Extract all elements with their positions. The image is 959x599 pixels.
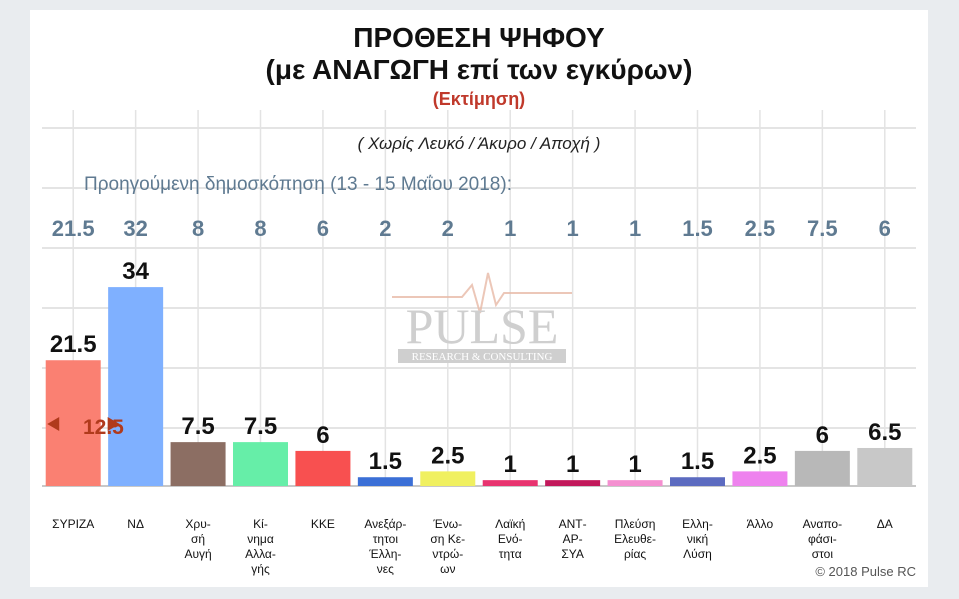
chart-subtitle: (με ΑΝΑΓΩΓΗ επί των εγκύρων) xyxy=(265,54,693,85)
previous-value-label: 7.5 xyxy=(807,216,838,241)
bar-value-label: 2.5 xyxy=(431,442,464,469)
previous-value-label: 21.5 xyxy=(52,216,95,241)
category-label: Λαϊκή xyxy=(495,517,525,531)
bar xyxy=(545,480,601,486)
previous-value-label: 2 xyxy=(442,216,454,241)
bar-value-label: 34 xyxy=(122,258,149,285)
bar-value-label: 6 xyxy=(816,422,829,449)
category-label: γής xyxy=(251,562,270,576)
difference-label: 12.5 xyxy=(83,416,124,439)
previous-value-label: 8 xyxy=(254,216,266,241)
previous-value-label: 32 xyxy=(123,216,147,241)
bar-value-label: 21.5 xyxy=(50,331,97,358)
category-label: ΑΝΤ- xyxy=(559,517,587,531)
category-label: Έλλη- xyxy=(368,547,401,561)
bar xyxy=(670,477,725,486)
category-label: Άλλο xyxy=(747,517,774,531)
bar xyxy=(732,471,788,486)
category-label: ΝΔ xyxy=(127,517,144,531)
category-label: Ανεξάρ- xyxy=(364,517,406,531)
bar xyxy=(420,471,476,486)
previous-value-label: 2 xyxy=(379,216,391,241)
category-label: Πλεύση xyxy=(615,517,656,531)
category-label: Χρυ- xyxy=(185,517,210,531)
bar xyxy=(607,480,663,486)
bar xyxy=(482,480,538,486)
bar-value-label: 1 xyxy=(504,451,517,478)
category-label: ση Κε- xyxy=(430,532,465,546)
bar xyxy=(794,450,850,486)
category-label: ΑΡ- xyxy=(563,532,583,546)
category-label: νική xyxy=(687,532,708,546)
category-label: φάσι- xyxy=(808,532,837,546)
category-label: νημα xyxy=(247,532,274,546)
category-label: Αυγή xyxy=(184,547,211,561)
bar xyxy=(233,442,288,486)
previous-value-label: 1 xyxy=(629,216,641,241)
previous-value-label: 1 xyxy=(567,216,579,241)
estimate-label: (Εκτίμηση) xyxy=(432,89,526,109)
category-label: σή xyxy=(191,532,205,546)
bar-value-label: 7.5 xyxy=(181,413,214,440)
category-label: ΣΥΑ xyxy=(561,547,584,561)
previous-value-label: 6 xyxy=(879,216,891,241)
category-label: τητοι xyxy=(373,532,399,546)
bar xyxy=(295,450,351,486)
previous-value-label: 1 xyxy=(504,216,516,241)
category-label: Κί- xyxy=(253,517,268,531)
logo-sub-text: RESEARCH & CONSULTING xyxy=(412,351,553,363)
bar-value-label: 6 xyxy=(316,422,329,449)
bar xyxy=(170,442,226,486)
category-label: Ενό- xyxy=(498,532,523,546)
category-label: Ένω- xyxy=(432,517,462,531)
category-label: ντρώ- xyxy=(432,547,463,561)
previous-value-label: 6 xyxy=(317,216,329,241)
exclusion-note: ( Χωρίς Λευκό / Άκυρο / Αποχή ) xyxy=(357,134,601,153)
chart-title: ΠΡΟΘΕΣΗ ΨΗΦΟΥ xyxy=(353,22,605,53)
bar-value-label: 6.5 xyxy=(868,419,901,446)
category-label: νες xyxy=(377,562,394,576)
copyright: © 2018 Pulse RC xyxy=(815,564,916,579)
bar-value-label: 1 xyxy=(628,451,641,478)
category-label: τητα xyxy=(499,547,522,561)
previous-value-label: 8 xyxy=(192,216,204,241)
category-label: Αναπο- xyxy=(803,517,843,531)
previous-value-label: 1.5 xyxy=(682,216,713,241)
category-label: ΚΚΕ xyxy=(311,517,335,531)
logo-main-text: PULSE xyxy=(406,298,559,354)
bar-value-label: 1.5 xyxy=(681,448,714,475)
bar xyxy=(857,447,913,486)
category-label: Αλλα- xyxy=(245,547,276,561)
previous-value-label: 2.5 xyxy=(745,216,776,241)
bar xyxy=(357,477,413,486)
chart-card: ΠΡΟΘΕΣΗ ΨΗΦΟΥ (με ΑΝΑΓΩΓΗ επί των εγκύρω… xyxy=(30,10,928,587)
difference-arrow-right xyxy=(107,417,120,431)
bar-value-label: 1.5 xyxy=(369,448,402,475)
bar-value-label: 2.5 xyxy=(743,442,776,469)
category-label: Ελλη- xyxy=(682,517,713,531)
bar-value-label: 1 xyxy=(566,451,579,478)
bar-value-label: 7.5 xyxy=(244,413,277,440)
difference-arrow-left xyxy=(47,417,60,431)
category-label: στοι xyxy=(812,547,834,561)
category-label: Λύση xyxy=(683,547,712,561)
category-label: Ελευθε- xyxy=(614,532,656,546)
pulse-logo: PULSE RESEARCH & CONSULTING xyxy=(392,272,572,363)
category-label: ρίας xyxy=(624,547,646,561)
previous-poll-label: Προηγούμενη δημοσκόπηση (13 - 15 Μαΐου 2… xyxy=(84,174,512,195)
bar xyxy=(108,287,164,486)
category-label: ΔΑ xyxy=(877,517,893,531)
category-label: ΣΥΡΙΖΑ xyxy=(52,517,94,531)
category-label: ων xyxy=(440,562,455,576)
